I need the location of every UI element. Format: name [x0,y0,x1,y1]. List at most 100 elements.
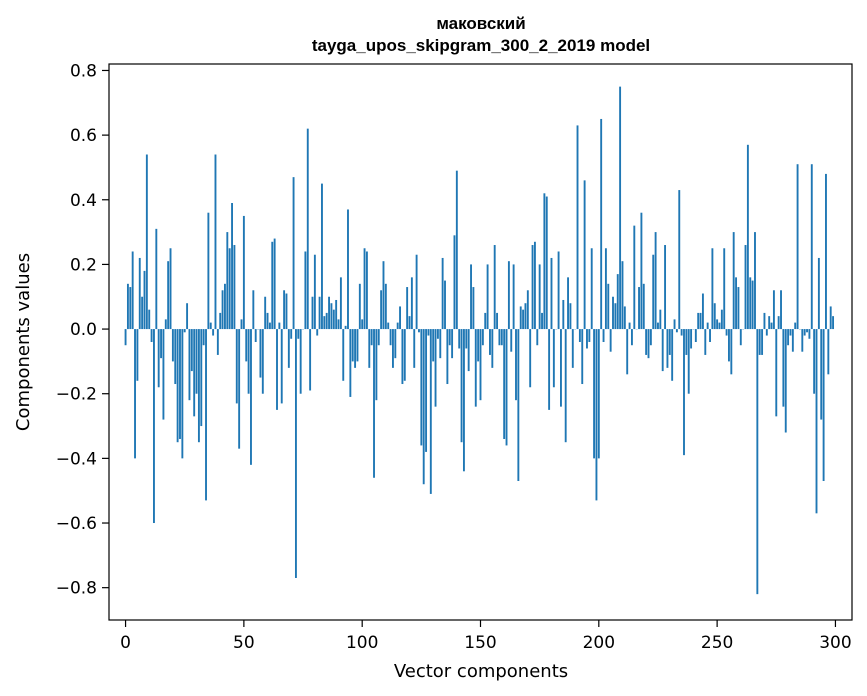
bar [751,280,754,330]
bar [221,290,224,330]
bar [401,329,404,385]
x-tick-label: 0 [120,633,131,653]
bar [768,316,771,330]
bar [354,329,357,368]
bar [425,329,428,452]
bar [519,306,522,330]
bar [266,312,269,330]
bar [810,164,813,330]
bar [212,329,215,336]
y-axis-label: Components values [13,253,34,431]
bar [675,329,678,333]
bar [136,329,139,381]
x-axis-ticks: 0 50 100 150 200 250 300 [120,620,852,653]
bar [432,329,435,362]
bar [716,319,719,330]
bar [593,329,596,459]
bar [335,299,338,330]
bar [602,329,605,342]
bar [273,238,276,330]
bar [576,125,579,330]
bar [671,329,674,381]
bar [446,329,449,385]
bar [254,329,257,342]
bar [392,329,394,368]
bar [780,290,782,330]
bar [418,329,420,333]
bar [481,329,484,346]
bar [619,86,622,330]
bar [309,329,312,391]
bar [129,287,132,330]
x-tick-label: 150 [464,633,496,653]
bar [699,312,702,330]
bar [250,329,252,465]
bar [626,329,629,375]
x-tick-label: 200 [583,633,615,653]
bar [235,329,238,404]
bar [276,329,278,410]
bar [661,329,664,372]
bar [645,329,648,355]
bar [787,329,790,346]
bar [507,261,510,330]
bar [668,329,671,355]
bar [737,287,740,330]
bar [171,329,174,362]
bar [728,329,730,362]
bar [652,254,655,330]
bar [609,329,612,352]
x-tick-label: 250 [701,633,733,653]
bar [498,329,501,346]
bar [578,329,581,342]
bar [560,329,562,407]
bar [718,322,721,330]
bar [299,329,302,394]
bar [264,296,267,330]
bar [763,312,766,330]
bar [356,329,359,362]
y-tick-label: −0.6 [56,514,97,534]
bar [628,322,631,330]
bar [623,306,626,330]
bar [673,319,676,330]
bar [349,329,352,397]
bar [659,309,662,330]
bar [321,183,323,330]
bar [126,283,129,330]
bar [368,329,371,368]
bar [444,280,446,330]
bar [420,329,423,446]
bar [462,329,465,472]
bar [711,248,714,330]
bar [413,329,416,368]
bar [436,329,439,339]
bar [351,329,354,362]
bar [292,177,295,330]
bar [384,283,387,330]
bar [638,287,640,330]
bar [285,293,288,330]
bar [394,329,397,359]
bar [694,329,697,342]
bar [571,329,574,368]
bar [756,329,759,595]
bar [754,232,756,330]
bar [517,329,520,481]
bar [389,329,392,346]
bar [503,329,506,439]
bar [829,306,832,330]
bar [590,248,593,330]
bar [399,306,401,330]
bar [772,290,775,330]
y-tick-label: 0.8 [70,61,97,81]
bar [316,329,319,336]
bar [283,290,286,330]
bar [704,329,707,355]
bar [496,312,499,330]
bar [448,329,451,346]
bar [526,290,529,330]
bar [770,322,773,330]
bar [216,329,219,355]
bar [294,329,297,578]
